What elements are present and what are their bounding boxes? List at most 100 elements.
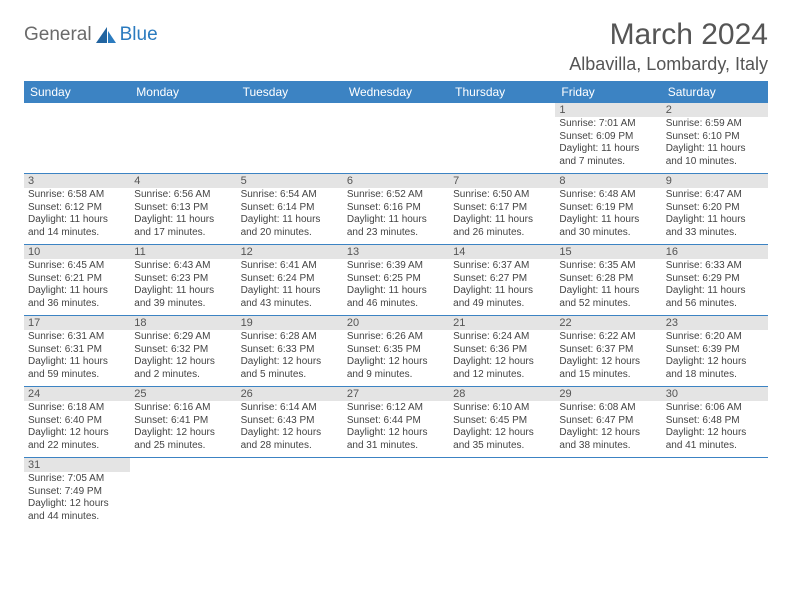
title-block: March 2024 Albavilla, Lombardy, Italy [569, 18, 768, 75]
calendar-cell: 4Sunrise: 6:56 AMSunset: 6:13 PMDaylight… [130, 174, 236, 244]
day-number [130, 458, 236, 472]
day-number: 5 [237, 174, 343, 188]
sunset-text: Sunset: 6:20 PM [666, 202, 764, 215]
sunset-text: Sunset: 6:17 PM [453, 202, 551, 215]
day-number [662, 458, 768, 472]
day-number: 19 [237, 316, 343, 330]
sunrise-text: Sunrise: 7:05 AM [28, 473, 126, 486]
daylight-text: Daylight: 11 hours and 36 minutes. [28, 285, 126, 310]
sunrise-text: Sunrise: 6:18 AM [28, 402, 126, 415]
logo-text-blue: Blue [120, 24, 158, 46]
sunset-text: Sunset: 6:39 PM [666, 344, 764, 357]
sunset-text: Sunset: 6:40 PM [28, 415, 126, 428]
calendar-cell [343, 458, 449, 528]
sunset-text: Sunset: 6:16 PM [347, 202, 445, 215]
day-number: 28 [449, 387, 555, 401]
calendar-cell: 24Sunrise: 6:18 AMSunset: 6:40 PMDayligh… [24, 387, 130, 457]
daylight-text: Daylight: 11 hours and 59 minutes. [28, 356, 126, 381]
sunset-text: Sunset: 6:44 PM [347, 415, 445, 428]
sunrise-text: Sunrise: 6:14 AM [241, 402, 339, 415]
calendar-cell: 3Sunrise: 6:58 AMSunset: 6:12 PMDaylight… [24, 174, 130, 244]
sunset-text: Sunset: 6:24 PM [241, 273, 339, 286]
day-number: 8 [555, 174, 661, 188]
calendar-cell [237, 103, 343, 173]
day-number: 24 [24, 387, 130, 401]
calendar: Sunday Monday Tuesday Wednesday Thursday… [24, 81, 768, 528]
calendar-cell [662, 458, 768, 528]
calendar-cell [237, 458, 343, 528]
location-label: Albavilla, Lombardy, Italy [569, 54, 768, 75]
calendar-cell: 25Sunrise: 6:16 AMSunset: 6:41 PMDayligh… [130, 387, 236, 457]
sunset-text: Sunset: 6:36 PM [453, 344, 551, 357]
sunrise-text: Sunrise: 6:31 AM [28, 331, 126, 344]
day-number: 3 [24, 174, 130, 188]
daylight-text: Daylight: 12 hours and 38 minutes. [559, 427, 657, 452]
daylight-text: Daylight: 11 hours and 56 minutes. [666, 285, 764, 310]
day-number: 11 [130, 245, 236, 259]
sunrise-text: Sunrise: 6:59 AM [666, 118, 764, 131]
sunset-text: Sunset: 6:47 PM [559, 415, 657, 428]
sunrise-text: Sunrise: 6:08 AM [559, 402, 657, 415]
sunset-text: Sunset: 6:10 PM [666, 131, 764, 144]
calendar-cell: 11Sunrise: 6:43 AMSunset: 6:23 PMDayligh… [130, 245, 236, 315]
calendar-cell: 13Sunrise: 6:39 AMSunset: 6:25 PMDayligh… [343, 245, 449, 315]
day-header-sat: Saturday [662, 81, 768, 103]
sunrise-text: Sunrise: 6:54 AM [241, 189, 339, 202]
calendar-cell: 30Sunrise: 6:06 AMSunset: 6:48 PMDayligh… [662, 387, 768, 457]
sunset-text: Sunset: 6:09 PM [559, 131, 657, 144]
sunset-text: Sunset: 6:29 PM [666, 273, 764, 286]
day-number: 10 [24, 245, 130, 259]
calendar-cell: 16Sunrise: 6:33 AMSunset: 6:29 PMDayligh… [662, 245, 768, 315]
sunrise-text: Sunrise: 6:22 AM [559, 331, 657, 344]
day-number: 12 [237, 245, 343, 259]
daylight-text: Daylight: 12 hours and 44 minutes. [28, 498, 126, 523]
daylight-text: Daylight: 12 hours and 31 minutes. [347, 427, 445, 452]
sunrise-text: Sunrise: 6:12 AM [347, 402, 445, 415]
calendar-cell: 1Sunrise: 7:01 AMSunset: 6:09 PMDaylight… [555, 103, 661, 173]
calendar-cell: 18Sunrise: 6:29 AMSunset: 6:32 PMDayligh… [130, 316, 236, 386]
calendar-cell: 19Sunrise: 6:28 AMSunset: 6:33 PMDayligh… [237, 316, 343, 386]
calendar-cell [130, 103, 236, 173]
day-number: 29 [555, 387, 661, 401]
sunset-text: Sunset: 6:33 PM [241, 344, 339, 357]
sunset-text: Sunset: 6:23 PM [134, 273, 232, 286]
sunset-text: Sunset: 6:31 PM [28, 344, 126, 357]
daylight-text: Daylight: 12 hours and 18 minutes. [666, 356, 764, 381]
week-row: 24Sunrise: 6:18 AMSunset: 6:40 PM Dayligh… [24, 387, 768, 458]
sunrise-text: Sunrise: 6:28 AM [241, 331, 339, 344]
sunset-text: Sunset: 6:27 PM [453, 273, 551, 286]
sunset-text: Sunset: 6:45 PM [453, 415, 551, 428]
daylight-text: Daylight: 11 hours and 43 minutes. [241, 285, 339, 310]
day-number: 31 [24, 458, 130, 472]
sunset-text: Sunset: 6:14 PM [241, 202, 339, 215]
day-number [237, 458, 343, 472]
calendar-cell: 28Sunrise: 6:10 AMSunset: 6:45 PMDayligh… [449, 387, 555, 457]
sunrise-text: Sunrise: 6:58 AM [28, 189, 126, 202]
calendar-cell: 12Sunrise: 6:41 AMSunset: 6:24 PMDayligh… [237, 245, 343, 315]
daylight-text: Daylight: 11 hours and 10 minutes. [666, 143, 764, 168]
sunset-text: Sunset: 6:25 PM [347, 273, 445, 286]
daylight-text: Daylight: 12 hours and 9 minutes. [347, 356, 445, 381]
day-number [343, 103, 449, 117]
daylight-text: Daylight: 11 hours and 17 minutes. [134, 214, 232, 239]
calendar-cell: 2Sunrise: 6:59 AMSunset: 6:10 PMDaylight… [662, 103, 768, 173]
sunrise-text: Sunrise: 6:52 AM [347, 189, 445, 202]
calendar-cell [343, 103, 449, 173]
day-number: 30 [662, 387, 768, 401]
week-row: 10Sunrise: 6:45 AMSunset: 6:21 PMDayligh… [24, 245, 768, 316]
day-header-mon: Monday [130, 81, 236, 103]
calendar-cell: 7Sunrise: 6:50 AMSunset: 6:17 PMDaylight… [449, 174, 555, 244]
day-number: 7 [449, 174, 555, 188]
sunrise-text: Sunrise: 6:10 AM [453, 402, 551, 415]
sunrise-text: Sunrise: 6:45 AM [28, 260, 126, 273]
day-number [449, 458, 555, 472]
day-header-thu: Thursday [449, 81, 555, 103]
day-number [555, 458, 661, 472]
calendar-cell: 21Sunrise: 6:24 AMSunset: 6:36 PMDayligh… [449, 316, 555, 386]
calendar-cell: 22Sunrise: 6:22 AMSunset: 6:37 PMDayligh… [555, 316, 661, 386]
daylight-text: Daylight: 11 hours and 20 minutes. [241, 214, 339, 239]
day-number: 14 [449, 245, 555, 259]
calendar-cell: 6Sunrise: 6:52 AMSunset: 6:16 PMDaylight… [343, 174, 449, 244]
header: General Blue March 2024 Albavilla, Lomba… [24, 18, 768, 75]
day-number: 15 [555, 245, 661, 259]
